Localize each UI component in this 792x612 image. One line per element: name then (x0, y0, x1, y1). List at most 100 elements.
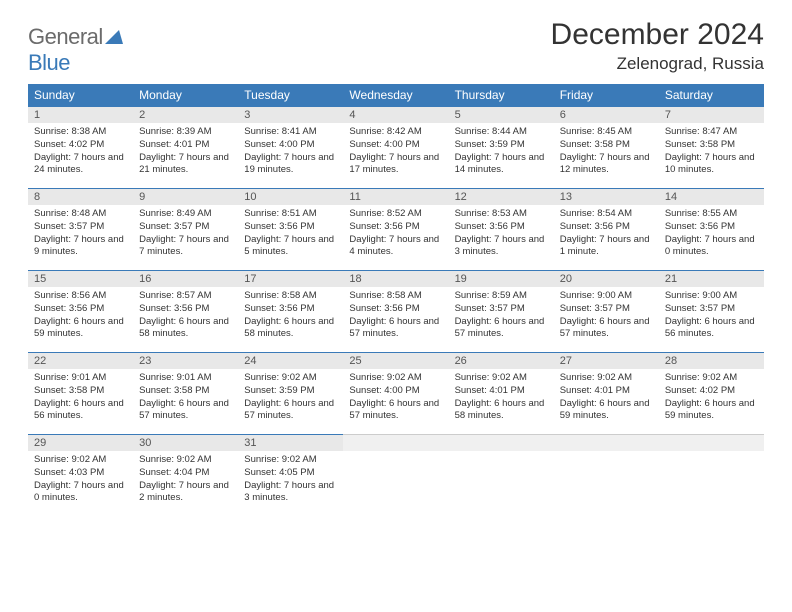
sunset-text: Sunset: 4:02 PM (665, 385, 758, 398)
weekday-header: Monday (133, 84, 238, 106)
day-details: Sunrise: 8:41 AMSunset: 4:00 PMDaylight:… (238, 123, 343, 183)
day-number: 25 (343, 352, 448, 369)
daylight-text: Daylight: 6 hours and 57 minutes. (560, 316, 653, 342)
day-details: Sunrise: 8:47 AMSunset: 3:58 PMDaylight:… (659, 123, 764, 183)
sunset-text: Sunset: 4:02 PM (34, 139, 127, 152)
sunrise-text: Sunrise: 8:52 AM (349, 208, 442, 221)
daylight-text: Daylight: 6 hours and 56 minutes. (34, 398, 127, 424)
day-number: 11 (343, 188, 448, 205)
day-details: Sunrise: 8:58 AMSunset: 3:56 PMDaylight:… (238, 287, 343, 347)
sunset-text: Sunset: 3:56 PM (349, 221, 442, 234)
calendar-week-row: 22Sunrise: 9:01 AMSunset: 3:58 PMDayligh… (28, 352, 764, 434)
sunrise-text: Sunrise: 8:45 AM (560, 126, 653, 139)
day-number: 1 (28, 106, 133, 123)
day-details: Sunrise: 8:49 AMSunset: 3:57 PMDaylight:… (133, 205, 238, 265)
sunrise-text: Sunrise: 8:57 AM (139, 290, 232, 303)
sunrise-text: Sunrise: 9:02 AM (665, 372, 758, 385)
day-number (659, 434, 764, 451)
calendar-day-cell: 25Sunrise: 9:02 AMSunset: 4:00 PMDayligh… (343, 352, 448, 434)
calendar-day-cell: 29Sunrise: 9:02 AMSunset: 4:03 PMDayligh… (28, 434, 133, 516)
day-number: 23 (133, 352, 238, 369)
sunset-text: Sunset: 3:58 PM (139, 385, 232, 398)
daylight-text: Daylight: 6 hours and 57 minutes. (455, 316, 548, 342)
calendar-day-cell: 20Sunrise: 9:00 AMSunset: 3:57 PMDayligh… (554, 270, 659, 352)
calendar-day-cell: 22Sunrise: 9:01 AMSunset: 3:58 PMDayligh… (28, 352, 133, 434)
calendar-week-row: 29Sunrise: 9:02 AMSunset: 4:03 PMDayligh… (28, 434, 764, 516)
calendar-day-cell: 2Sunrise: 8:39 AMSunset: 4:01 PMDaylight… (133, 106, 238, 188)
day-number: 12 (449, 188, 554, 205)
sunrise-text: Sunrise: 9:01 AM (34, 372, 127, 385)
day-details: Sunrise: 9:02 AMSunset: 4:01 PMDaylight:… (449, 369, 554, 429)
day-details: Sunrise: 8:57 AMSunset: 3:56 PMDaylight:… (133, 287, 238, 347)
calendar-page: General Blue December 2024 Zelenograd, R… (0, 0, 792, 534)
sunset-text: Sunset: 3:57 PM (34, 221, 127, 234)
sunset-text: Sunset: 4:00 PM (349, 139, 442, 152)
day-details: Sunrise: 8:48 AMSunset: 3:57 PMDaylight:… (28, 205, 133, 265)
day-details: Sunrise: 9:02 AMSunset: 4:05 PMDaylight:… (238, 451, 343, 511)
daylight-text: Daylight: 7 hours and 0 minutes. (34, 480, 127, 506)
daylight-text: Daylight: 6 hours and 57 minutes. (349, 398, 442, 424)
sunset-text: Sunset: 3:59 PM (244, 385, 337, 398)
day-details (659, 451, 764, 473)
calendar-day-cell: 10Sunrise: 8:51 AMSunset: 3:56 PMDayligh… (238, 188, 343, 270)
daylight-text: Daylight: 7 hours and 9 minutes. (34, 234, 127, 260)
daylight-text: Daylight: 6 hours and 59 minutes. (665, 398, 758, 424)
sunrise-text: Sunrise: 9:01 AM (139, 372, 232, 385)
sunset-text: Sunset: 4:01 PM (560, 385, 653, 398)
calendar-day-cell: 8Sunrise: 8:48 AMSunset: 3:57 PMDaylight… (28, 188, 133, 270)
sunrise-text: Sunrise: 9:02 AM (139, 454, 232, 467)
daylight-text: Daylight: 6 hours and 58 minutes. (244, 316, 337, 342)
daylight-text: Daylight: 7 hours and 3 minutes. (455, 234, 548, 260)
sunset-text: Sunset: 3:56 PM (244, 303, 337, 316)
day-details: Sunrise: 8:55 AMSunset: 3:56 PMDaylight:… (659, 205, 764, 265)
brand-name-part1: General (28, 24, 103, 49)
calendar-day-cell: 14Sunrise: 8:55 AMSunset: 3:56 PMDayligh… (659, 188, 764, 270)
calendar-body: 1Sunrise: 8:38 AMSunset: 4:02 PMDaylight… (28, 106, 764, 516)
day-details: Sunrise: 9:02 AMSunset: 4:01 PMDaylight:… (554, 369, 659, 429)
calendar-day-cell: 17Sunrise: 8:58 AMSunset: 3:56 PMDayligh… (238, 270, 343, 352)
daylight-text: Daylight: 7 hours and 10 minutes. (665, 152, 758, 178)
sunrise-text: Sunrise: 8:48 AM (34, 208, 127, 221)
daylight-text: Daylight: 7 hours and 24 minutes. (34, 152, 127, 178)
weekday-header: Thursday (449, 84, 554, 106)
daylight-text: Daylight: 7 hours and 21 minutes. (139, 152, 232, 178)
sunset-text: Sunset: 4:00 PM (349, 385, 442, 398)
day-number: 9 (133, 188, 238, 205)
sunset-text: Sunset: 4:01 PM (455, 385, 548, 398)
daylight-text: Daylight: 6 hours and 59 minutes. (34, 316, 127, 342)
calendar-day-cell: 31Sunrise: 9:02 AMSunset: 4:05 PMDayligh… (238, 434, 343, 516)
day-number: 14 (659, 188, 764, 205)
daylight-text: Daylight: 6 hours and 57 minutes. (139, 398, 232, 424)
day-details: Sunrise: 8:52 AMSunset: 3:56 PMDaylight:… (343, 205, 448, 265)
day-number: 22 (28, 352, 133, 369)
weekday-header: Wednesday (343, 84, 448, 106)
calendar-day-cell: 7Sunrise: 8:47 AMSunset: 3:58 PMDaylight… (659, 106, 764, 188)
daylight-text: Daylight: 7 hours and 5 minutes. (244, 234, 337, 260)
daylight-text: Daylight: 6 hours and 57 minutes. (244, 398, 337, 424)
calendar-week-row: 15Sunrise: 8:56 AMSunset: 3:56 PMDayligh… (28, 270, 764, 352)
calendar-day-cell: 4Sunrise: 8:42 AMSunset: 4:00 PMDaylight… (343, 106, 448, 188)
daylight-text: Daylight: 7 hours and 17 minutes. (349, 152, 442, 178)
day-details: Sunrise: 8:39 AMSunset: 4:01 PMDaylight:… (133, 123, 238, 183)
day-number: 26 (449, 352, 554, 369)
weekday-header: Sunday (28, 84, 133, 106)
sunrise-text: Sunrise: 8:38 AM (34, 126, 127, 139)
sunset-text: Sunset: 3:56 PM (34, 303, 127, 316)
sunrise-text: Sunrise: 9:02 AM (244, 372, 337, 385)
calendar-day-cell (449, 434, 554, 516)
day-number: 20 (554, 270, 659, 287)
sunrise-text: Sunrise: 8:41 AM (244, 126, 337, 139)
day-number: 18 (343, 270, 448, 287)
brand-name: General Blue (28, 24, 123, 76)
day-number: 7 (659, 106, 764, 123)
daylight-text: Daylight: 7 hours and 2 minutes. (139, 480, 232, 506)
daylight-text: Daylight: 7 hours and 7 minutes. (139, 234, 232, 260)
sunrise-text: Sunrise: 9:00 AM (665, 290, 758, 303)
calendar-day-cell: 3Sunrise: 8:41 AMSunset: 4:00 PMDaylight… (238, 106, 343, 188)
sunrise-text: Sunrise: 8:53 AM (455, 208, 548, 221)
daylight-text: Daylight: 6 hours and 57 minutes. (349, 316, 442, 342)
calendar-day-cell: 1 Sunrise: 8:38 AMSunset: 4:02 PMDaylight… (28, 106, 133, 188)
day-details: Sunrise: 9:02 AMSunset: 4:00 PMDaylight:… (343, 369, 448, 429)
sunrise-text: Sunrise: 9:02 AM (455, 372, 548, 385)
sunrise-text: Sunrise: 9:02 AM (349, 372, 442, 385)
